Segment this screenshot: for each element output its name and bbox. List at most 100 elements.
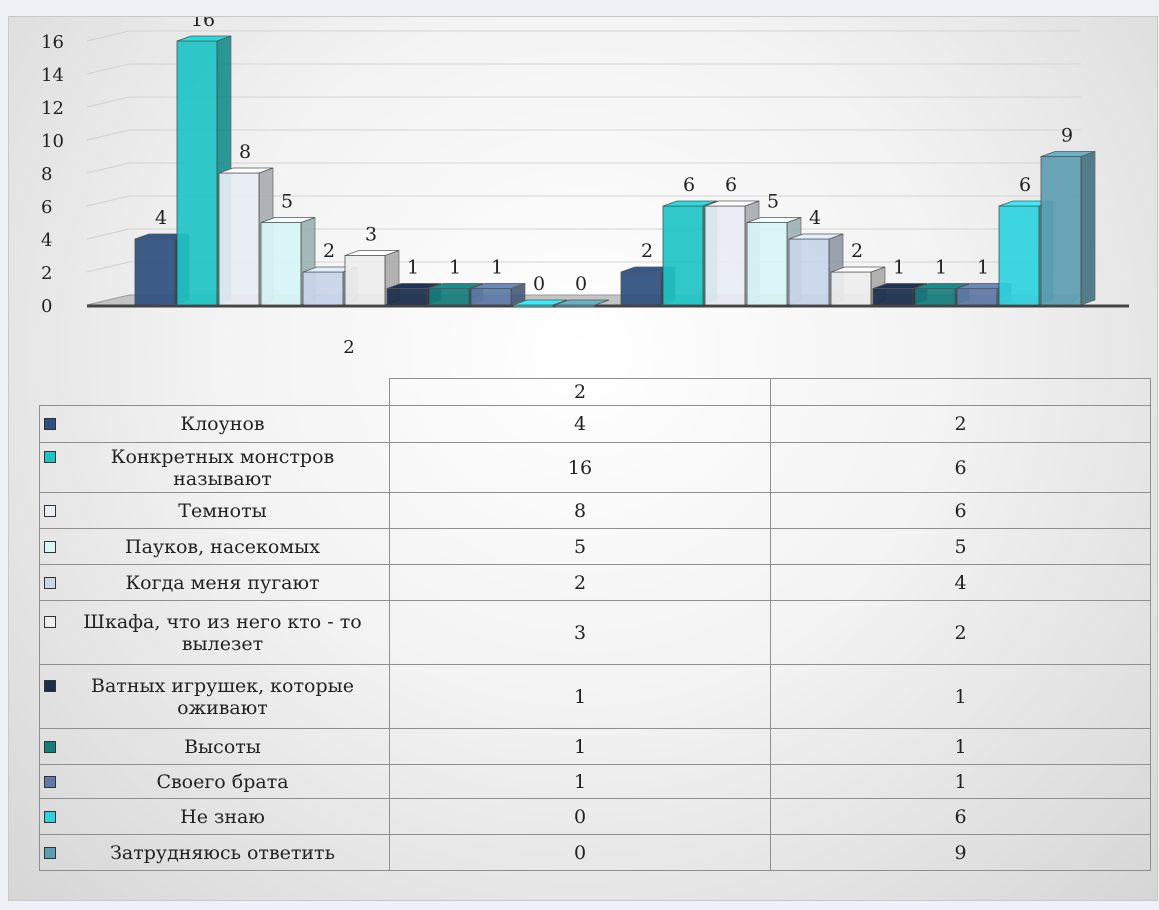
bar-side	[1080, 151, 1096, 306]
series-name: Темноты	[178, 499, 267, 522]
data-label: 4	[155, 207, 167, 229]
data-label: 1	[407, 257, 419, 279]
legend-swatch	[44, 775, 56, 788]
data-label: 6	[1019, 174, 1031, 196]
y-tick-label: 12	[41, 98, 64, 119]
y-tick-label: 10	[41, 131, 64, 152]
y-tick-label: 0	[41, 296, 52, 317]
table-cell-value: 1	[770, 664, 1151, 729]
table-header-row: 2	[39, 378, 1151, 406]
bar	[914, 288, 956, 306]
bar-top	[1040, 151, 1096, 157]
table-cell-value: 4	[770, 564, 1151, 601]
data-label: 1	[893, 257, 905, 279]
bar-top	[830, 266, 886, 273]
data-label: 5	[281, 191, 293, 213]
bar	[620, 271, 662, 306]
bar-top	[914, 283, 970, 289]
bar	[746, 222, 788, 306]
table-cell-value: 3	[389, 600, 771, 665]
bar-top	[662, 200, 718, 207]
table-cell-value: 1	[770, 764, 1151, 799]
table-cell-value: 5	[770, 528, 1151, 565]
data-label: 4	[809, 207, 821, 229]
data-label: 6	[683, 174, 695, 196]
bar-top	[428, 283, 484, 289]
bar	[134, 238, 176, 306]
table-cell-value: 9	[770, 834, 1151, 871]
table-cell-value: 6	[770, 798, 1151, 835]
table-cell-value: 16	[389, 442, 771, 493]
bar	[872, 288, 914, 306]
bar	[428, 288, 470, 306]
table-row: Когда меня пугают 2 4	[39, 564, 1151, 601]
series-name: Затрудняюсь ответить	[110, 841, 335, 864]
bar-top	[512, 299, 568, 306]
series-label-cell: Затрудняюсь ответить	[39, 834, 390, 871]
bar	[344, 255, 386, 306]
gridline-diagonal	[86, 261, 130, 273]
column-header: 2	[389, 378, 771, 406]
series-name: Шкафа, что из него кто - то вылезет	[83, 610, 362, 655]
table-row: Ватных игрушек, которые оживают 1 1	[39, 664, 1151, 729]
y-tick-label: 14	[41, 65, 64, 86]
table-corner	[39, 378, 390, 406]
series-name: Клоунов	[180, 413, 265, 435]
legend-swatch	[44, 450, 56, 463]
series-label-cell: Ватных игрушек, которые оживают	[39, 664, 390, 729]
legend-swatch	[44, 846, 56, 859]
bar	[998, 205, 1040, 306]
series-label-cell: Своего брата	[39, 764, 390, 799]
data-label: 1	[449, 257, 461, 279]
bar	[830, 271, 872, 306]
table-row: Пауков, насекомых 5 5	[39, 528, 1151, 565]
table-cell-value: 1	[389, 664, 771, 729]
table-row: Темноты 8 6	[39, 492, 1151, 529]
table-cell-value: 4	[389, 405, 771, 443]
data-label: 8	[239, 141, 251, 163]
bar-top	[386, 283, 442, 289]
gridline-diagonal	[86, 30, 130, 42]
legend-swatch	[44, 540, 56, 553]
table-cell-value: 1	[389, 764, 771, 799]
table-row: Не знаю 0 6	[39, 798, 1151, 835]
data-label: 3	[365, 224, 377, 246]
data-label: 0	[575, 273, 587, 295]
series-label-cell: Клоунов	[39, 405, 390, 443]
table-row: Клоунов 4 2	[39, 405, 1151, 443]
legend-swatch	[44, 810, 56, 823]
bar	[470, 288, 512, 306]
table-row: Конкретных монстров называют 16 6	[39, 442, 1151, 493]
x-category-label: 2	[343, 337, 354, 358]
gridline-diagonal	[86, 228, 130, 240]
column-header	[770, 378, 1151, 406]
legend-swatch	[44, 679, 56, 692]
data-label: 0	[533, 273, 545, 295]
gridline-diagonal	[86, 96, 130, 108]
chart-panel: 0 2 4 6 8 10 12 14 16 4 2 16 6 8 6 5 5 2 4 3 2 1 1 1 1 1 1 0 6 0 9 2 2 …	[8, 16, 1158, 901]
table-cell-value: 8	[389, 492, 771, 529]
table-cell-value: 0	[389, 834, 771, 871]
gridline-diagonal	[86, 195, 130, 207]
bar	[260, 222, 302, 306]
series-label-cell: Шкафа, что из него кто - то вылезет	[39, 600, 390, 665]
table-cell-value: 2	[770, 405, 1151, 443]
table-cell-value: 2	[389, 564, 771, 601]
y-tick-label: 4	[41, 230, 52, 251]
table-row: Шкафа, что из него кто - то вылезет 3 2	[39, 600, 1151, 665]
data-label: 1	[491, 257, 503, 279]
table-row: Высоты 1 1	[39, 728, 1151, 765]
bar-top	[260, 217, 316, 223]
table-cell-value: 2	[770, 600, 1151, 665]
bar	[302, 271, 344, 306]
legend-swatch	[44, 418, 56, 430]
data-label: 2	[851, 240, 863, 262]
bar	[218, 172, 260, 306]
y-tick-label: 2	[41, 263, 52, 284]
series-name: Не знаю	[180, 805, 265, 828]
series-label-cell: Высоты	[39, 728, 390, 765]
series-label-cell: Не знаю	[39, 798, 390, 835]
data-label: 2	[323, 240, 335, 262]
bar-top	[470, 283, 526, 289]
y-tick-label: 8	[41, 164, 52, 185]
